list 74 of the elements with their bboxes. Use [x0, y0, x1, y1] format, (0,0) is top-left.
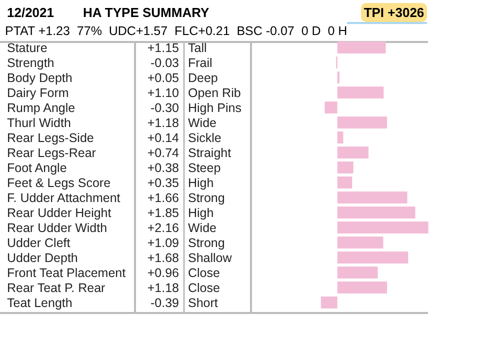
bar: [337, 176, 352, 188]
text: Straight: [188, 146, 232, 160]
text: High Pins: [188, 101, 242, 115]
bar: [337, 252, 408, 264]
y-tick-label: Thurl Width: [7, 116, 71, 130]
text: Frail: [188, 56, 212, 70]
data-label: +1.10: [147, 86, 180, 100]
data-label: +0.14: [147, 131, 180, 145]
data-label: -0.03: [150, 56, 180, 70]
chart-subtitle: PTAT +1.23 77% UDC+1.57 FLC+0.21 BSC -0.07 0 D 0 H: [5, 24, 348, 38]
text: Sickle: [188, 131, 222, 145]
text: Wide: [188, 221, 217, 235]
y-tick-label: Feet & Legs Score: [7, 176, 111, 190]
y-tick-label: F. Udder Attachment: [7, 191, 121, 205]
text: Deep: [188, 71, 218, 85]
y-tick-label: Teat Length: [7, 296, 72, 310]
data-label: +1.18: [147, 281, 180, 295]
data-label: +0.35: [147, 176, 180, 190]
y-tick-label: Foot Angle: [7, 161, 67, 175]
data-label: +1.66: [147, 191, 180, 205]
data-label: -0.39: [150, 296, 180, 310]
y-tick-label: Front Teat Placement: [7, 266, 126, 280]
text: Shallow: [188, 251, 233, 265]
y-tick-label: Udder Cleft: [7, 236, 71, 250]
text: Steep: [188, 161, 221, 175]
data-label: +1.15: [147, 41, 180, 55]
bar: [337, 42, 386, 54]
bar: [337, 86, 384, 98]
data-label: -0.30: [150, 101, 180, 115]
text: Open Rib: [188, 86, 241, 100]
text: Close: [188, 281, 220, 295]
data-label: +1.09: [147, 236, 180, 250]
y-tick-label: Udder Depth: [7, 251, 78, 265]
text: TPI +3026: [364, 5, 424, 20]
text: Strong: [188, 236, 225, 250]
bar: [337, 282, 388, 294]
bar: [337, 162, 354, 174]
data-label: +0.74: [147, 146, 180, 160]
data-label: +2.16: [147, 221, 180, 235]
bar: [320, 296, 338, 308]
y-tick-label: Dairy Form: [7, 86, 69, 100]
y-tick-label: Rear Legs-Rear: [7, 146, 96, 160]
text: High: [188, 206, 214, 220]
data-label: +1.18: [147, 116, 180, 130]
text: High: [188, 176, 214, 190]
bar: [337, 116, 388, 128]
y-tick-label: Rear Udder Width: [7, 221, 108, 235]
bar: [337, 222, 428, 234]
data-label: +0.38: [147, 161, 180, 175]
bar: [337, 132, 344, 144]
bar: [337, 266, 378, 278]
data-label: +0.96: [147, 266, 180, 280]
text: Wide: [188, 116, 217, 130]
y-tick-label: Rear Legs-Side: [7, 131, 94, 145]
data-label: +0.05: [147, 71, 180, 85]
bar: [337, 236, 384, 248]
y-tick-label: Strength: [7, 56, 54, 70]
y-tick-label: Rump Angle: [7, 101, 76, 115]
bar: [324, 102, 338, 114]
text: HA TYPE SUMMARY: [83, 5, 210, 20]
y-tick-label: Body Depth: [7, 71, 72, 85]
bar: [337, 146, 369, 158]
data-label: +1.68: [147, 251, 180, 265]
y-tick-label: Stature: [7, 41, 48, 55]
text: Short: [188, 296, 218, 310]
bar: [337, 192, 408, 204]
data-label: +1.85: [147, 206, 180, 220]
bar: [337, 206, 416, 218]
y-tick-label: Rear Udder Height: [7, 206, 112, 220]
text: Strong: [188, 191, 225, 205]
text: Tall: [188, 41, 207, 55]
y-tick-label: Rear Teat P. Rear: [7, 281, 106, 295]
text: Close: [188, 266, 220, 280]
text: 12/2021: [7, 5, 54, 20]
